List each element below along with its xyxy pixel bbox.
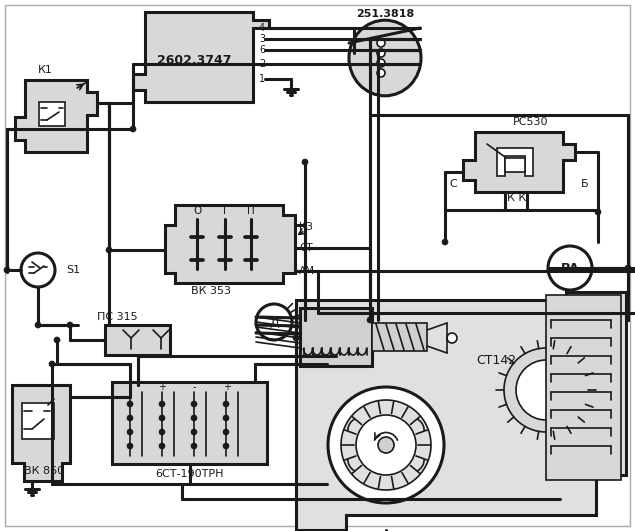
Text: I: I bbox=[224, 206, 227, 216]
Bar bbox=[372, 323, 427, 351]
Circle shape bbox=[159, 415, 165, 421]
Polygon shape bbox=[133, 12, 269, 102]
Circle shape bbox=[127, 401, 133, 407]
Ellipse shape bbox=[349, 20, 421, 96]
Circle shape bbox=[191, 415, 197, 421]
Text: -: - bbox=[192, 382, 196, 392]
Text: К1: К1 bbox=[37, 65, 53, 75]
Circle shape bbox=[191, 443, 197, 449]
Polygon shape bbox=[497, 148, 533, 176]
Text: -: - bbox=[128, 382, 131, 392]
Circle shape bbox=[442, 239, 448, 245]
Text: СТ: СТ bbox=[299, 243, 312, 253]
Circle shape bbox=[356, 415, 416, 475]
Text: 4: 4 bbox=[259, 23, 265, 33]
Circle shape bbox=[159, 429, 165, 435]
Circle shape bbox=[302, 159, 308, 165]
Circle shape bbox=[293, 335, 299, 341]
Circle shape bbox=[328, 387, 444, 503]
Polygon shape bbox=[15, 80, 97, 152]
Circle shape bbox=[377, 49, 385, 57]
Circle shape bbox=[21, 253, 55, 287]
Circle shape bbox=[377, 69, 385, 77]
Bar bbox=[22, 403, 54, 439]
Polygon shape bbox=[165, 205, 295, 283]
Text: 251.3818: 251.3818 bbox=[356, 9, 414, 19]
Text: К К: К К bbox=[507, 193, 526, 203]
Circle shape bbox=[504, 348, 588, 432]
Circle shape bbox=[625, 265, 631, 271]
Circle shape bbox=[447, 333, 457, 343]
Bar bbox=[39, 102, 65, 126]
Circle shape bbox=[191, 401, 197, 407]
Circle shape bbox=[595, 209, 601, 215]
Circle shape bbox=[106, 247, 112, 253]
Circle shape bbox=[54, 337, 60, 343]
Circle shape bbox=[302, 317, 308, 323]
Bar bbox=[370, 115, 628, 320]
Circle shape bbox=[223, 429, 229, 435]
Circle shape bbox=[223, 415, 229, 421]
Circle shape bbox=[191, 429, 197, 435]
Text: 6СТ-190ТРН: 6СТ-190ТРН bbox=[155, 469, 224, 479]
Text: П: П bbox=[247, 206, 255, 216]
Circle shape bbox=[130, 126, 136, 132]
Text: 2: 2 bbox=[259, 59, 265, 69]
Text: 2602.3747: 2602.3747 bbox=[157, 54, 231, 66]
Bar bbox=[505, 158, 525, 172]
Circle shape bbox=[367, 317, 373, 323]
Polygon shape bbox=[296, 292, 626, 530]
Circle shape bbox=[377, 59, 385, 67]
Bar bbox=[546, 295, 621, 480]
Circle shape bbox=[127, 429, 133, 435]
Text: ВК 860: ВК 860 bbox=[24, 466, 64, 476]
Text: Б: Б bbox=[581, 179, 589, 189]
Text: ПС 315: ПС 315 bbox=[97, 312, 138, 322]
Text: О: О bbox=[193, 206, 201, 216]
Circle shape bbox=[256, 304, 292, 340]
Circle shape bbox=[548, 246, 592, 290]
Circle shape bbox=[159, 443, 165, 449]
Circle shape bbox=[378, 437, 394, 453]
Text: +: + bbox=[158, 382, 166, 392]
Text: 1: 1 bbox=[259, 74, 265, 84]
Circle shape bbox=[223, 443, 229, 449]
Text: АМ: АМ bbox=[299, 266, 315, 276]
Circle shape bbox=[49, 361, 55, 367]
Circle shape bbox=[516, 360, 576, 420]
Polygon shape bbox=[463, 132, 575, 192]
Bar bbox=[105, 325, 170, 355]
Text: РА: РА bbox=[561, 261, 579, 275]
Circle shape bbox=[341, 400, 431, 490]
Bar bbox=[112, 382, 267, 464]
Circle shape bbox=[4, 267, 10, 273]
Circle shape bbox=[223, 401, 229, 407]
Text: СТ142: СТ142 bbox=[476, 354, 516, 366]
Circle shape bbox=[67, 322, 73, 328]
Text: РС530: РС530 bbox=[513, 117, 549, 127]
Text: КЗ: КЗ bbox=[299, 222, 313, 232]
Circle shape bbox=[35, 322, 41, 328]
Text: 3: 3 bbox=[259, 34, 265, 44]
Text: Д: Д bbox=[269, 315, 279, 329]
Text: +: + bbox=[223, 382, 231, 392]
Circle shape bbox=[127, 443, 133, 449]
Circle shape bbox=[377, 39, 385, 47]
Bar bbox=[300, 308, 372, 366]
Text: 6: 6 bbox=[259, 45, 265, 55]
Circle shape bbox=[127, 415, 133, 421]
Polygon shape bbox=[12, 385, 70, 481]
Text: ВК 353: ВК 353 bbox=[191, 286, 231, 296]
Circle shape bbox=[159, 401, 165, 407]
Text: С: С bbox=[449, 179, 457, 189]
Text: S1: S1 bbox=[66, 265, 80, 275]
